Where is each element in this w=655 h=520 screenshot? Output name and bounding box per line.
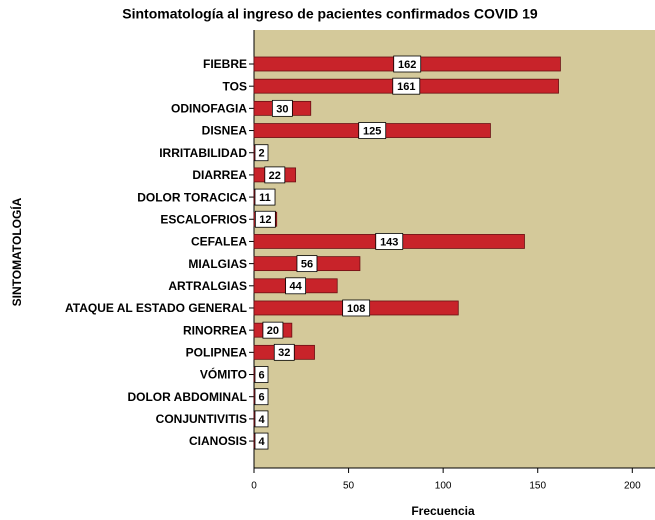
- value-label: 4: [258, 436, 265, 448]
- x-tick-label: 200: [624, 481, 641, 492]
- value-label-box: [254, 188, 276, 206]
- value-label-box: [254, 388, 269, 406]
- value-label-box: [254, 366, 269, 383]
- y-tick-label: FIEBRE: [203, 57, 247, 71]
- value-label-box: [296, 255, 318, 273]
- value-label: 143: [380, 236, 398, 248]
- value-label: 11: [259, 192, 271, 204]
- y-tick-label: ESCALOFRIOS: [160, 212, 247, 226]
- y-tick-label: TOS: [223, 79, 247, 93]
- x-tick-label: 50: [343, 481, 355, 492]
- value-label-box: [271, 99, 293, 117]
- value-label: 22: [269, 170, 281, 182]
- value-label: 108: [347, 303, 365, 315]
- y-tick-label: ATAQUE AL ESTADO GENERAL: [65, 301, 247, 315]
- value-label: 44: [289, 281, 302, 293]
- y-tick-label: MIALGIAS: [188, 257, 247, 271]
- value-label: 32: [278, 347, 290, 359]
- value-label: 12: [259, 214, 271, 226]
- value-label-box: [254, 432, 269, 450]
- value-label: 2: [258, 148, 264, 160]
- x-axis-label: Frecuencia: [411, 504, 475, 518]
- value-label-box: [392, 77, 421, 95]
- plot-area: [254, 30, 655, 468]
- x-tick-label: 100: [435, 481, 452, 492]
- value-label-box: [375, 233, 404, 250]
- y-tick-label: DOLOR ABDOMINAL: [127, 390, 247, 404]
- value-label: 125: [363, 125, 381, 137]
- y-tick-label: CIANOSIS: [189, 434, 247, 448]
- y-tick-label: DOLOR TORACICA: [137, 190, 247, 204]
- y-tick-label: ARTRALGIAS: [168, 279, 247, 293]
- y-tick-label: POLIPNEA: [186, 346, 248, 360]
- y-tick-label: RINORREA: [183, 323, 247, 337]
- value-label-box: [254, 210, 276, 228]
- value-label-box: [285, 277, 307, 295]
- value-label-box: [262, 321, 284, 339]
- value-label: 162: [398, 59, 416, 71]
- y-axis-label: SINTOMATOLOGÍA: [9, 197, 24, 306]
- value-label: 56: [301, 259, 313, 271]
- value-label: 6: [258, 369, 264, 381]
- x-tick-label: 0: [251, 481, 257, 492]
- value-label: 6: [258, 392, 264, 404]
- value-label-box: [273, 343, 295, 361]
- y-tick-label: DIARREA: [192, 168, 247, 182]
- value-label: 4: [258, 414, 265, 426]
- y-tick-label: ODINOFAGIA: [171, 102, 247, 116]
- y-tick-label: CEFALEA: [191, 235, 247, 249]
- value-label: 161: [397, 81, 415, 93]
- value-label-box: [264, 166, 286, 184]
- value-label-box: [254, 410, 269, 428]
- y-tick-label: VÓMITO: [200, 367, 247, 382]
- y-tick-label: CONJUNTIVITIS: [156, 412, 247, 426]
- y-tick-label: DISNEA: [202, 124, 248, 138]
- y-tick-label: IRRITABILIDAD: [159, 146, 247, 160]
- value-label-box: [393, 55, 422, 73]
- value-label-box: [358, 122, 387, 139]
- value-label-box: [254, 144, 269, 162]
- value-label-box: [342, 299, 371, 317]
- value-label: 30: [276, 103, 288, 115]
- value-label: 20: [267, 325, 279, 337]
- chart-title: Sintomatología al ingreso de pacientes c…: [122, 6, 538, 22]
- x-tick-label: 150: [529, 481, 546, 492]
